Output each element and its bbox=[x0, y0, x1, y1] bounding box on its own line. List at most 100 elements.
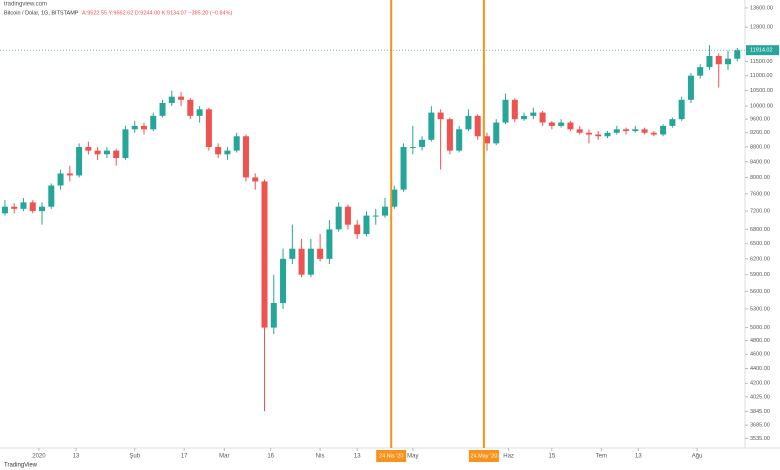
candle-body bbox=[446, 119, 453, 151]
last-price-label: 11914.02 bbox=[750, 48, 773, 54]
candle-body bbox=[576, 129, 583, 133]
candle-body bbox=[187, 99, 194, 116]
candle-body bbox=[66, 173, 73, 176]
candle-body bbox=[724, 58, 732, 65]
candle-body bbox=[140, 125, 148, 130]
candle-body bbox=[11, 206, 18, 209]
candle-body bbox=[224, 150, 231, 155]
candle-body bbox=[604, 132, 611, 137]
candle-body bbox=[419, 139, 426, 147]
x-tick-label: Nis bbox=[316, 454, 325, 460]
candle-body bbox=[122, 129, 129, 159]
ohlc-text: A:9522.55 Y:9662.62 D:9244.00 K:9134.07 … bbox=[82, 10, 233, 16]
candle-body bbox=[687, 75, 694, 100]
y-tick-label: 4200.00 bbox=[750, 381, 770, 387]
x-tick-label: Şub bbox=[129, 454, 140, 460]
x-tick-label: 13 bbox=[635, 454, 642, 460]
candle-body bbox=[650, 132, 657, 135]
x-tick-label: Ağu bbox=[692, 454, 703, 460]
candle-body bbox=[678, 99, 685, 120]
candle-body bbox=[150, 115, 157, 130]
candle-body bbox=[205, 109, 212, 147]
candle-body bbox=[521, 115, 528, 120]
y-tick-label: 3685.00 bbox=[750, 423, 770, 429]
y-tick-label: 11500.00 bbox=[750, 59, 773, 65]
marker-label: 24 May '20 bbox=[471, 453, 498, 459]
y-tick-label: 6500.00 bbox=[750, 241, 770, 247]
candle-body bbox=[29, 202, 36, 212]
candle-body bbox=[39, 206, 46, 212]
candle-body bbox=[131, 125, 138, 130]
candle-body bbox=[706, 55, 713, 68]
y-tick-label: 4600.00 bbox=[750, 352, 770, 358]
candle-body bbox=[382, 206, 389, 216]
candle-body bbox=[354, 224, 361, 235]
x-tick-label: May bbox=[407, 454, 418, 460]
y-tick-label: 7600.00 bbox=[750, 191, 770, 197]
x-tick-label: 15 bbox=[549, 454, 556, 460]
candle-body bbox=[215, 146, 222, 155]
candle-body bbox=[233, 136, 240, 151]
candle-body bbox=[474, 115, 481, 137]
x-tick-label: Tem bbox=[596, 454, 607, 460]
candle-body bbox=[669, 119, 676, 126]
candle-body bbox=[85, 146, 92, 151]
candle-body bbox=[493, 122, 500, 144]
y-tick-label: 3535.00 bbox=[750, 436, 770, 442]
y-tick-label: 6800.00 bbox=[750, 227, 770, 233]
candle-body bbox=[363, 215, 370, 235]
candle-body bbox=[57, 173, 64, 186]
y-tick-label: 9200.00 bbox=[750, 130, 770, 136]
y-tick-label: 5000.00 bbox=[750, 325, 770, 331]
candle-body bbox=[168, 96, 175, 103]
candle-body bbox=[48, 185, 55, 207]
candle-body bbox=[113, 150, 120, 159]
candle-body bbox=[372, 215, 379, 217]
y-tick-label: 8000.00 bbox=[750, 175, 770, 181]
x-tick-label: 16 bbox=[267, 454, 274, 460]
candle-body bbox=[289, 248, 296, 259]
candle-body bbox=[76, 146, 83, 176]
candle-body bbox=[623, 129, 630, 132]
y-tick-label: 12800.00 bbox=[750, 25, 773, 31]
candle-body bbox=[196, 109, 203, 116]
y-tick-label: 13600.00 bbox=[750, 5, 773, 11]
candle-body bbox=[103, 150, 110, 155]
candle-body bbox=[428, 112, 435, 140]
candle-body bbox=[456, 129, 463, 151]
y-tick-label: 4800.00 bbox=[750, 338, 770, 344]
candle-body bbox=[613, 129, 620, 133]
symbol: Bitcoin / Dolar, 1G, BITSTAMP bbox=[4, 10, 79, 16]
x-tick-label: Mar bbox=[219, 454, 229, 460]
x-tick-label: 2020 bbox=[32, 454, 46, 460]
candle-body bbox=[20, 202, 27, 209]
candle-body bbox=[178, 96, 185, 100]
y-tick-label: 3845.00 bbox=[750, 409, 770, 415]
x-tick-label: 13 bbox=[73, 454, 80, 460]
y-tick-label: 10000.00 bbox=[750, 104, 773, 110]
candle-body bbox=[94, 150, 101, 155]
candle-body bbox=[465, 115, 472, 130]
candle-body bbox=[307, 248, 314, 275]
candle-body bbox=[409, 146, 416, 148]
candle-body bbox=[511, 99, 518, 120]
candle-body bbox=[270, 302, 277, 328]
x-tick-label: Haz bbox=[503, 454, 514, 460]
candle-body bbox=[641, 129, 648, 133]
candle-body bbox=[242, 136, 249, 178]
candle-body bbox=[344, 206, 351, 225]
x-tick-label: 13 bbox=[354, 454, 361, 460]
candle-body bbox=[159, 102, 166, 116]
brand: TradingView bbox=[4, 463, 38, 469]
candle-body bbox=[715, 55, 722, 65]
candle-body bbox=[280, 258, 287, 303]
y-tick-label: 10500.00 bbox=[750, 88, 773, 94]
marker-label-bg bbox=[468, 450, 499, 462]
candle-body bbox=[660, 125, 667, 135]
y-tick-label: 5300.00 bbox=[750, 306, 770, 312]
candle-body bbox=[483, 136, 490, 144]
candle-body bbox=[734, 50, 741, 59]
candle-body bbox=[530, 112, 537, 116]
candle-body bbox=[567, 122, 574, 130]
